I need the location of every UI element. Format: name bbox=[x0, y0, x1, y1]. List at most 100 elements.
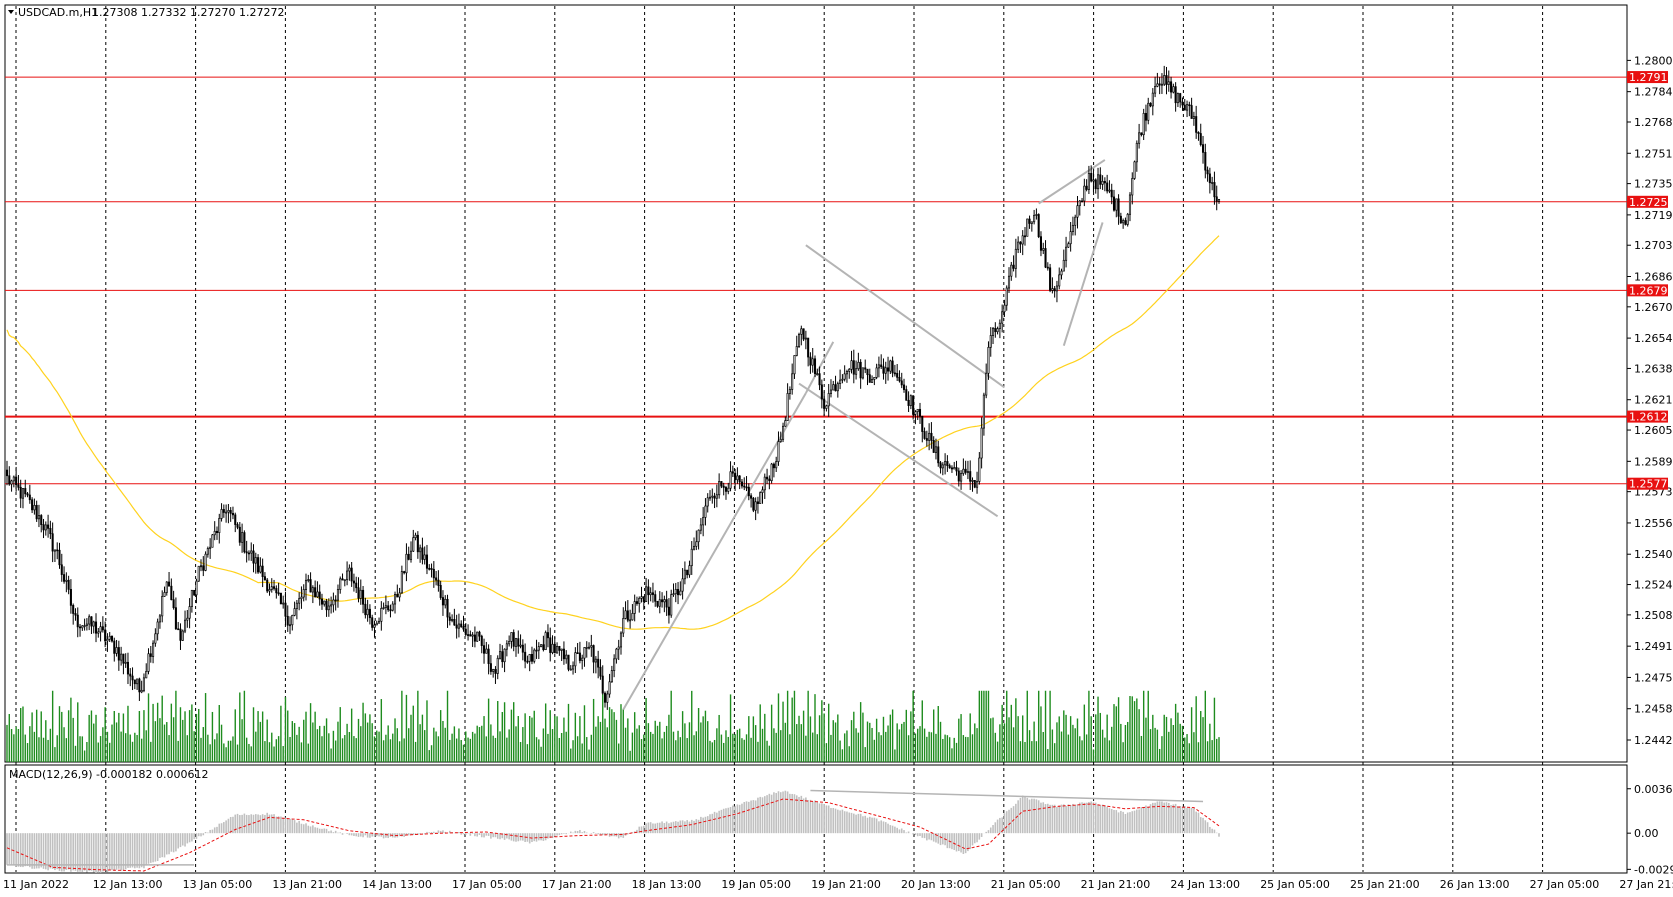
candle-body bbox=[79, 626, 82, 629]
price-tick-label: 1.24915 bbox=[1634, 640, 1673, 653]
candle-body bbox=[460, 623, 463, 628]
macd-indicator bbox=[6, 789, 1220, 873]
candle-body bbox=[1037, 214, 1040, 238]
candle-body bbox=[99, 626, 102, 633]
price-tick-label: 1.28005 bbox=[1634, 54, 1673, 67]
trendline[interactable] bbox=[805, 244, 1006, 389]
candle-body bbox=[149, 653, 152, 657]
candle-body bbox=[750, 495, 753, 499]
candle-body bbox=[811, 358, 814, 366]
candle-body bbox=[1124, 220, 1127, 225]
candle-body bbox=[489, 663, 492, 672]
candle-body bbox=[708, 496, 712, 499]
candle-body bbox=[597, 658, 600, 668]
candle-body bbox=[215, 530, 219, 534]
candle-body bbox=[1007, 275, 1011, 289]
candle-body bbox=[788, 389, 791, 394]
candle-body bbox=[1144, 112, 1147, 121]
candle-body bbox=[129, 673, 132, 677]
candle-body bbox=[934, 446, 938, 453]
candle-body bbox=[368, 608, 371, 619]
time-tick-label: 13 Jan 21:00 bbox=[272, 878, 342, 891]
candle-body bbox=[633, 601, 636, 614]
macd-trendline[interactable] bbox=[810, 789, 1204, 803]
candle-body bbox=[562, 648, 565, 660]
candle-body bbox=[1154, 86, 1157, 94]
candle-body bbox=[827, 393, 830, 407]
level-tag-label: 1.26792 bbox=[1629, 284, 1673, 297]
candle-body bbox=[177, 628, 180, 631]
candle-body bbox=[37, 515, 40, 520]
price-tick-label: 1.26215 bbox=[1634, 394, 1673, 407]
candle-body bbox=[966, 471, 969, 473]
candle-body bbox=[195, 580, 198, 596]
trendlines[interactable] bbox=[622, 159, 1106, 711]
trendline[interactable] bbox=[1038, 159, 1106, 205]
candle-body bbox=[307, 579, 310, 581]
candle-body bbox=[120, 653, 123, 661]
candle-body bbox=[339, 578, 342, 590]
trendline[interactable] bbox=[798, 382, 999, 518]
candle-body bbox=[521, 644, 524, 653]
candle-body bbox=[1151, 92, 1154, 107]
candle-body bbox=[179, 628, 182, 641]
horizontal-levels[interactable] bbox=[5, 76, 1627, 485]
candle-body bbox=[581, 657, 584, 661]
candle-body bbox=[544, 632, 547, 651]
candle-body bbox=[1055, 285, 1058, 292]
candle-body bbox=[565, 654, 568, 660]
candle-body bbox=[485, 648, 488, 654]
candle-body bbox=[902, 384, 906, 390]
candle-body bbox=[868, 374, 871, 383]
candle-body bbox=[772, 463, 775, 469]
candle-body bbox=[1160, 83, 1163, 86]
candle-body bbox=[526, 660, 529, 663]
candle-body bbox=[250, 550, 253, 554]
time-tick-label: 21 Jan 05:00 bbox=[991, 878, 1061, 891]
level-tag bbox=[1627, 284, 1668, 297]
candle-body bbox=[243, 532, 246, 553]
trendline[interactable] bbox=[622, 392, 807, 711]
candle-body bbox=[1085, 185, 1088, 190]
candle-body bbox=[355, 582, 358, 589]
candle-body bbox=[948, 465, 951, 469]
candle-body bbox=[1206, 169, 1209, 175]
candle-body bbox=[670, 594, 673, 616]
candle-body bbox=[186, 617, 189, 621]
candle-body bbox=[49, 528, 52, 535]
candle-body bbox=[832, 384, 835, 391]
candle-body bbox=[1122, 220, 1125, 224]
candle-body bbox=[928, 432, 931, 441]
candle-body bbox=[640, 596, 643, 599]
main-plot-frame bbox=[4, 4, 1628, 763]
candle-body bbox=[441, 597, 444, 606]
candle-body bbox=[553, 643, 556, 654]
candle-body bbox=[74, 613, 77, 616]
candle-body bbox=[912, 395, 915, 415]
candle-body bbox=[496, 657, 499, 674]
candle-body bbox=[40, 515, 43, 525]
candle-body bbox=[270, 586, 273, 590]
candle-body bbox=[793, 355, 796, 375]
price-tick-label: 1.26055 bbox=[1634, 424, 1673, 437]
candle-body bbox=[236, 524, 239, 528]
candle-body bbox=[704, 505, 707, 518]
candle-body bbox=[1208, 173, 1211, 184]
trendline[interactable] bbox=[1062, 222, 1104, 346]
candle-body bbox=[1217, 198, 1221, 202]
candle-body bbox=[542, 644, 545, 651]
macd-tick-label: 0.00 bbox=[1634, 827, 1659, 840]
time-tick-label: 13 Jan 05:00 bbox=[183, 878, 253, 891]
candle-body bbox=[225, 511, 228, 514]
candle-body bbox=[31, 499, 34, 511]
time-tick-label: 18 Jan 13:00 bbox=[632, 878, 702, 891]
level-tag bbox=[1627, 410, 1668, 423]
candle-body bbox=[147, 653, 150, 672]
candle-body bbox=[971, 480, 974, 482]
candle-body bbox=[1149, 102, 1152, 107]
candle-body bbox=[291, 614, 294, 626]
candle-body bbox=[1099, 174, 1102, 185]
candle-body bbox=[626, 610, 629, 621]
symbol-dropdown-icon[interactable] bbox=[8, 10, 14, 14]
